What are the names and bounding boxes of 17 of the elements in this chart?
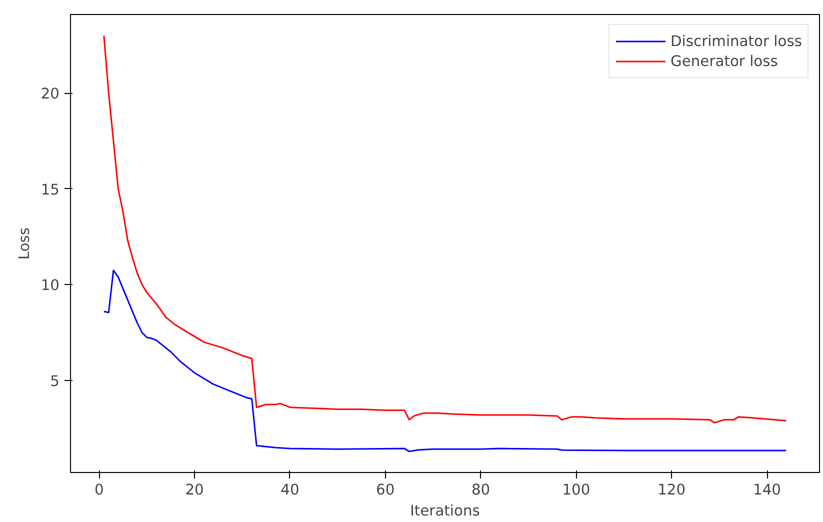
x-axis-title: Iterations [410, 502, 480, 520]
x-tick-label: 100 [562, 482, 590, 498]
legend-label: Generator loss [670, 52, 778, 70]
legend-label: Discriminator loss [670, 32, 802, 50]
y-axis-title: Loss [16, 227, 33, 260]
x-tick-label: 60 [376, 482, 395, 498]
y-tick-label: 10 [40, 277, 60, 294]
y-tick-label: 20 [40, 86, 60, 103]
x-tick-label: 80 [471, 482, 490, 498]
x-tick-label: 0 [94, 482, 104, 498]
x-tick-label: 40 [280, 482, 300, 498]
x-tick-label: 20 [185, 482, 204, 498]
y-tick-label: 15 [40, 181, 60, 198]
x-tick-label: 120 [658, 482, 686, 498]
y-tick-label: 5 [50, 373, 60, 390]
line-series [103, 270, 787, 452]
x-tick-label: 140 [753, 482, 782, 498]
